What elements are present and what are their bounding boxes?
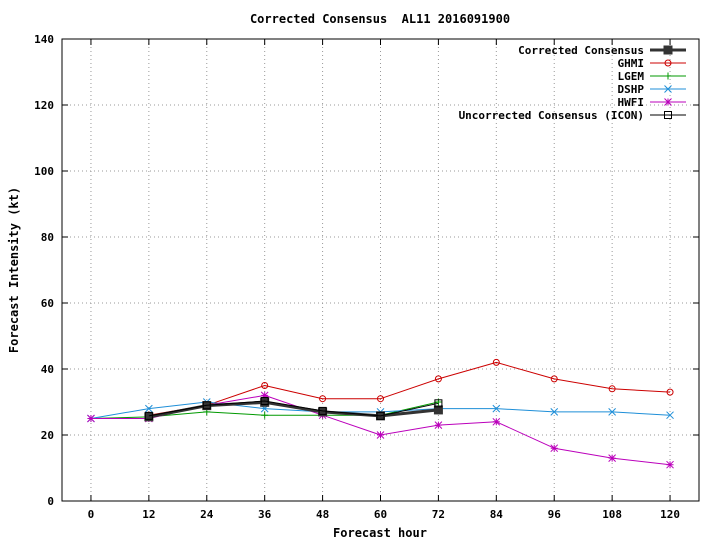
data-point-dshp — [550, 408, 559, 416]
data-point-ghmi — [261, 382, 269, 389]
legend-label-corrected-consensus: Corrected Consensus — [518, 44, 644, 57]
data-point-ghmi — [319, 395, 327, 403]
legend-label-lgem: LGEM — [618, 70, 645, 83]
series-line-ghmi — [148, 361, 671, 416]
y-tick-label: 0 — [47, 495, 54, 508]
legend-entry-hwfi: HWFI — [618, 96, 686, 109]
y-tick-label: 140 — [34, 33, 54, 46]
data-point-hwfi — [666, 460, 674, 469]
data-point-lgem — [261, 411, 269, 419]
y-axis-label: Forecast Intensity (kt) — [7, 187, 21, 353]
data-point-hwfi — [492, 417, 501, 426]
data-point-hwfi — [260, 391, 269, 400]
legend: Corrected ConsensusGHMILGEMDSHPHWFIUncor… — [459, 44, 686, 122]
legend-label-uncorrected-consensus-icon: Uncorrected Consensus (ICON) — [459, 109, 644, 122]
data-point-ghmi — [608, 385, 616, 393]
series-uncorrected-consensus-icon — [144, 397, 443, 420]
data-point-ghmi — [492, 358, 500, 366]
data-point-dshp — [492, 404, 501, 413]
x-tick-label: 60 — [374, 508, 387, 521]
x-tick-label: 48 — [316, 508, 329, 521]
legend-marker-lgem — [664, 72, 672, 80]
x-tick-label: 84 — [490, 508, 504, 521]
data-point-ghmi — [666, 388, 674, 396]
data-point-uncorrected-consensus-icon — [144, 411, 153, 420]
legend-entry-corrected-consensus: Corrected Consensus — [518, 44, 686, 57]
data-point-ghmi — [434, 375, 442, 383]
x-tick-label: 72 — [432, 508, 445, 521]
y-tick-label: 40 — [41, 363, 54, 376]
axis-ticks: 0 12 24 36 48 60 72 84 96 108 120 0 20 40 60 80 100 120 14… — [34, 33, 699, 521]
legend-marker-hwfi — [664, 98, 672, 106]
data-point-hwfi — [87, 414, 95, 423]
data-point-uncorrected-consensus-icon — [434, 399, 443, 408]
data-point-ghmi — [377, 395, 384, 403]
legend-marker-uncorrected-consensus-icon — [664, 111, 672, 119]
legend-entry-lgem: LGEM — [618, 70, 686, 83]
data-point-hwfi — [608, 454, 616, 462]
legend-marker-ghmi — [664, 59, 672, 67]
data-point-ghmi — [550, 375, 558, 383]
data-point-hwfi — [376, 431, 385, 439]
legend-label-hwfi: HWFI — [618, 96, 645, 109]
legend-label-dshp: DSHP — [618, 83, 645, 96]
data-point-dshp — [145, 404, 153, 413]
legend-entry-uncorrected-consensus-icon: Uncorrected Consensus (ICON) — [459, 109, 686, 122]
x-tick-label: 96 — [548, 508, 562, 521]
legend-label-ghmi: GHMI — [618, 57, 645, 70]
legend-marker-corrected-consensus — [663, 45, 673, 55]
legend-marker-dshp — [664, 85, 672, 93]
data-point-uncorrected-consensus-icon — [376, 411, 385, 420]
y-tick-label: 120 — [34, 99, 54, 112]
data-point-dshp — [666, 411, 674, 420]
x-tick-label: 0 — [88, 508, 95, 521]
y-tick-label: 100 — [34, 165, 54, 178]
series-line-corrected-consensus — [148, 400, 439, 419]
chart-title: Corrected Consensus AL11 2016091900 — [250, 12, 510, 26]
data-point-dshp — [608, 408, 616, 416]
x-tick-label: 24 — [200, 508, 214, 521]
x-axis-label: Forecast hour — [333, 526, 427, 540]
x-tick-label: 12 — [142, 508, 155, 521]
data-point-hwfi — [434, 421, 443, 429]
data-point-corrected-consensus — [260, 397, 270, 407]
data-point-uncorrected-consensus-icon — [318, 406, 327, 415]
x-tick-label: 108 — [602, 508, 622, 521]
legend-entry-dshp: DSHP — [618, 83, 686, 96]
y-tick-label: 80 — [41, 231, 54, 244]
series-line-uncorrected-consensus-icon — [148, 400, 439, 417]
y-tick-label: 20 — [41, 429, 54, 442]
x-tick-label: 36 — [258, 508, 272, 521]
series-group — [87, 358, 674, 469]
data-point-uncorrected-consensus-icon — [260, 397, 269, 406]
series-corrected-consensus — [144, 397, 443, 422]
data-point-hwfi — [550, 444, 559, 453]
x-tick-label: 120 — [660, 508, 680, 521]
data-point-corrected-consensus — [433, 405, 443, 415]
data-point-uncorrected-consensus-icon — [202, 401, 211, 410]
y-tick-label: 60 — [41, 297, 54, 310]
legend-entry-ghmi: GHMI — [618, 57, 686, 70]
